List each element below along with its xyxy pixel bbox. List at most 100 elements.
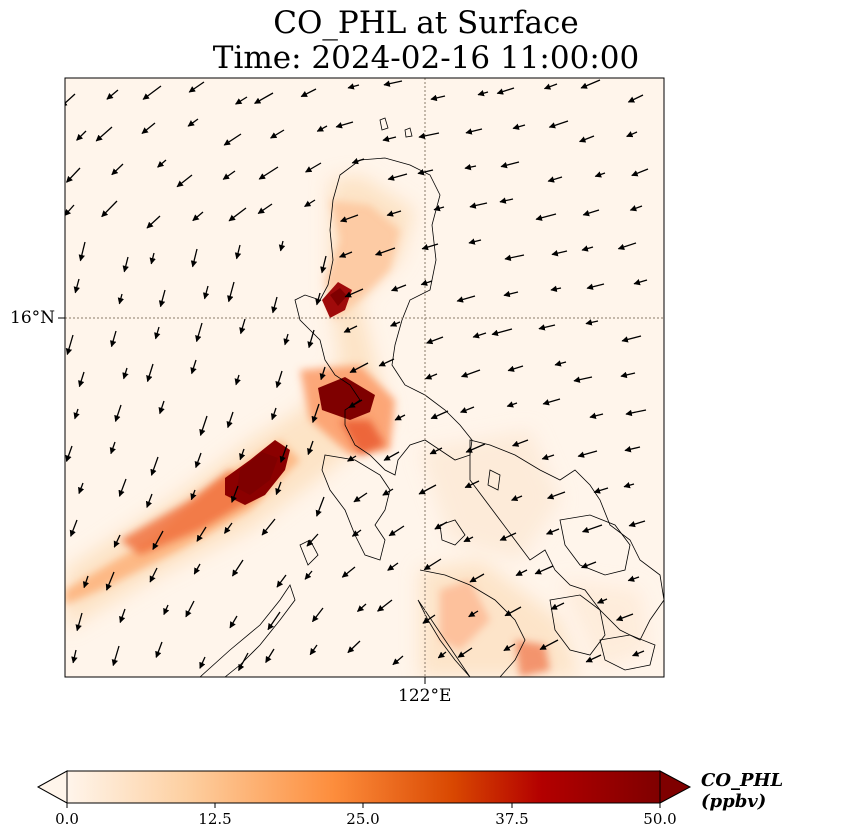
- wind-vector-arrow: [192, 211, 204, 222]
- wind-vector-arrow: [119, 608, 126, 624]
- wind-vector-arrow: [239, 318, 246, 335]
- wind-vector-arrow: [109, 441, 116, 455]
- wind-vector-arrow: [141, 122, 156, 135]
- wind-vector-arrow: [503, 290, 519, 298]
- colorbar-min-extend: [36, 770, 68, 804]
- wind-vector-arrow: [188, 81, 205, 93]
- wind-vector-arrow: [283, 333, 290, 346]
- colorbar-tick-label: 25.0: [346, 810, 380, 828]
- wind-vector-arrow: [499, 197, 514, 204]
- wind-vector-arrow: [512, 123, 526, 130]
- wind-vector-arrow: [111, 645, 120, 667]
- wind-vector-arrow: [617, 242, 637, 251]
- latitude-tick-label: 16°N: [10, 308, 56, 328]
- wind-vector-arrow: [145, 493, 153, 509]
- wind-vector-arrow: [535, 213, 557, 221]
- wind-vector-arrow: [157, 159, 167, 168]
- wind-vector-arrow: [543, 83, 558, 90]
- wind-vector-arrow: [193, 563, 201, 575]
- wind-vector-arrow: [106, 89, 119, 100]
- wind-vector-arrow: [394, 414, 406, 421]
- wind-vector-arrow: [631, 168, 649, 177]
- wind-vector-arrow: [353, 492, 368, 503]
- wind-vector-arrow: [500, 161, 520, 169]
- wind-vector-arrow: [506, 401, 518, 408]
- wind-vector-arrow: [309, 644, 318, 656]
- wind-vector-arrow: [499, 532, 517, 541]
- wind-vector-arrow: [335, 121, 354, 129]
- wind-vector-arrow: [491, 328, 513, 337]
- wind-vector-arrow: [582, 209, 600, 217]
- wind-vector-arrow: [392, 655, 404, 666]
- wind-vector-arrow: [66, 167, 81, 183]
- wind-vector-arrow: [374, 247, 396, 256]
- wind-vector-arrow: [149, 252, 156, 265]
- wind-vector-arrow: [422, 614, 436, 624]
- wind-vector-arrow: [577, 450, 598, 458]
- coastlines: [199, 117, 664, 677]
- wind-vector-arrow: [196, 526, 207, 542]
- wind-vector-arrow: [276, 574, 287, 588]
- wind-vector-arrow: [418, 132, 440, 140]
- wind-vector-arrow: [417, 169, 434, 176]
- map-title: CO_PHL at Surface: [273, 5, 579, 41]
- wind-vector-arrow: [343, 325, 358, 333]
- wind-vector-arrow: [477, 90, 489, 97]
- wind-vector-arrow: [433, 205, 445, 212]
- wind-vector-arrow: [78, 241, 86, 262]
- wind-vector-arrow: [270, 129, 285, 139]
- wind-vector-arrow: [95, 126, 113, 142]
- wind-vector-arrow: [158, 289, 166, 308]
- wind-vector-arrow: [228, 207, 247, 222]
- wind-vector-arrow: [377, 599, 393, 612]
- wind-vector-arrow: [627, 94, 644, 103]
- wind-vector-arrow: [510, 495, 523, 502]
- wind-vector-arrow: [190, 248, 198, 268]
- wind-vector-arrow: [578, 135, 595, 143]
- wind-vector-arrow: [270, 407, 278, 421]
- wind-vector-arrow: [382, 135, 397, 142]
- wind-vector-arrow: [78, 482, 85, 495]
- wind-vector-arrow: [238, 652, 249, 672]
- wind-vector-arrow: [387, 173, 408, 181]
- wind-vector-arrow: [550, 602, 565, 610]
- wind-vector-arrow: [629, 205, 643, 212]
- wind-vector-arrow: [534, 565, 554, 575]
- wind-vector-arrow: [223, 522, 233, 534]
- wind-vector-arrow: [387, 562, 399, 571]
- colorbar-gradient: [66, 770, 661, 804]
- wind-vector-arrow: [117, 293, 125, 305]
- wind-vector-arrow: [109, 330, 117, 348]
- wind-vector-arrow: [573, 376, 593, 383]
- wind-vector-arrow: [464, 163, 477, 171]
- wind-vector-arrow: [434, 521, 448, 530]
- wind-vector-arrow: [425, 336, 444, 345]
- wind-vector-arrow: [118, 478, 127, 497]
- wind-vector-arrow: [271, 296, 278, 314]
- wind-vector-arrow: [185, 600, 195, 618]
- wind-vector-arrow: [163, 604, 170, 616]
- wind-vector-arrow: [101, 200, 118, 218]
- wind-vector-arrow: [158, 400, 165, 415]
- wind-vector-arrow: [227, 281, 235, 303]
- wind-vectors: [65, 79, 649, 672]
- wind-vector-arrow: [65, 93, 76, 108]
- wind-vector-arrow: [146, 215, 161, 229]
- wind-vector-arrow: [195, 322, 203, 343]
- wind-vector-arrow: [585, 319, 599, 326]
- wind-vector-arrow: [311, 403, 320, 424]
- wind-vector-arrow: [460, 369, 481, 378]
- wind-vector-arrow: [150, 456, 159, 476]
- wind-vector-arrow: [73, 408, 80, 420]
- map-subtitle-time: Time: 2024-02-16 11:00:00: [212, 40, 640, 76]
- wind-vector-arrow: [202, 285, 210, 300]
- wind-vector-arrow: [430, 94, 446, 102]
- wind-vector-arrow: [586, 283, 605, 290]
- wind-vector-arrow: [541, 453, 555, 461]
- wind-vector-arrow: [378, 358, 395, 367]
- wind-vector-arrow: [627, 575, 640, 582]
- wind-vector-arrow: [580, 79, 601, 89]
- wind-vector-arrow: [631, 650, 645, 657]
- wind-vector-arrow: [307, 329, 315, 349]
- wind-vector-arrow: [496, 87, 515, 95]
